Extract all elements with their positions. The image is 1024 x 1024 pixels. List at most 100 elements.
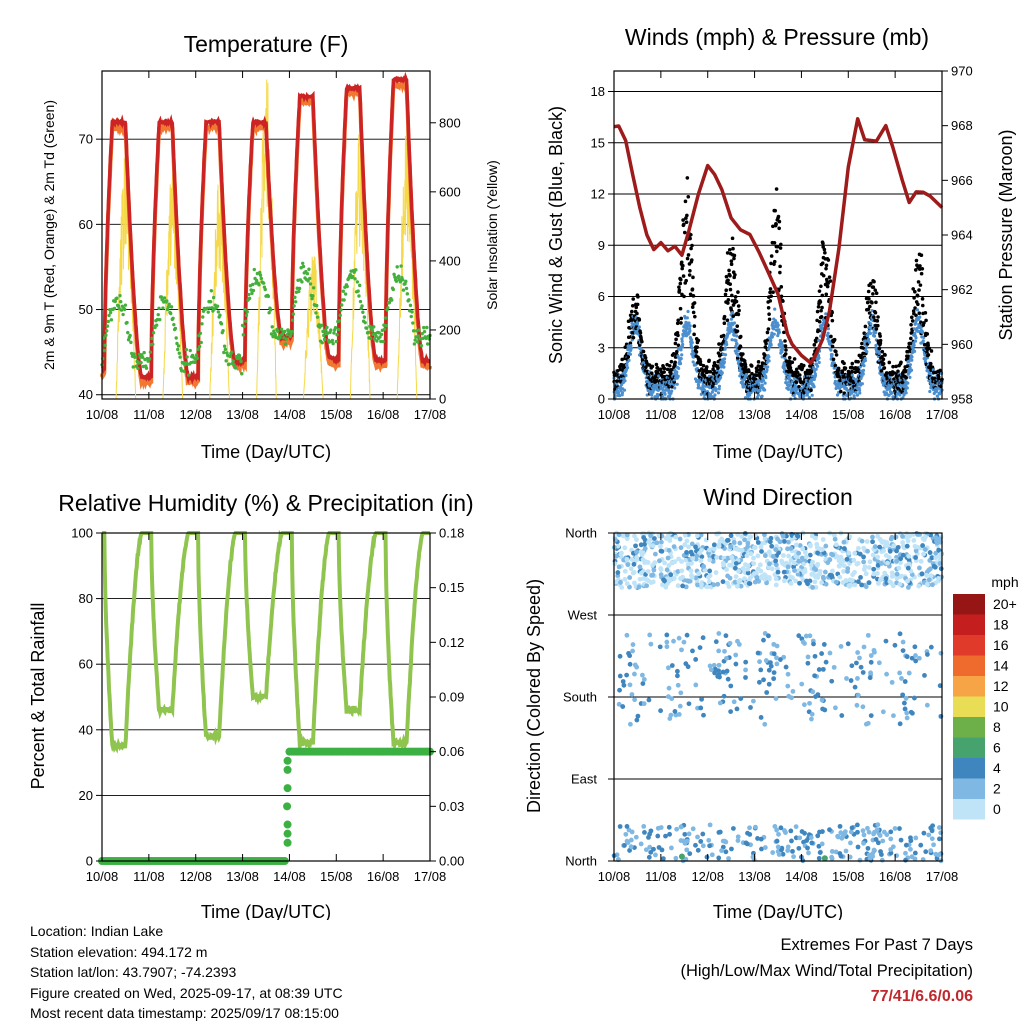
gust-point (817, 319, 822, 324)
direction-point (916, 583, 922, 589)
direction-point (682, 542, 688, 548)
direction-point (672, 708, 678, 714)
direction-point (673, 712, 679, 718)
direction-point (634, 537, 639, 543)
dewpoint-point (417, 328, 421, 332)
direction-point (819, 841, 825, 847)
dewpoint-point (113, 299, 117, 304)
direction-point (805, 581, 810, 587)
sonic-wind-point (769, 338, 773, 343)
sonic-wind-point (744, 372, 748, 377)
dewpoint-point (254, 278, 259, 283)
direction-point (807, 700, 812, 706)
direction-point (752, 545, 757, 550)
dewpoint-point (184, 347, 189, 352)
sonic-wind-point (824, 312, 828, 316)
direction-point (871, 571, 877, 577)
gust-point (724, 274, 729, 279)
direction-point (668, 712, 674, 718)
sonic-wind-point (720, 371, 724, 375)
direction-point (642, 546, 648, 551)
direction-point (777, 657, 783, 662)
direction-point (704, 584, 710, 590)
direction-point (913, 555, 919, 560)
dewpoint-point (165, 307, 170, 312)
direction-point (870, 539, 875, 545)
direction-point (767, 539, 773, 545)
gust-point (768, 299, 773, 303)
sonic-wind-point (689, 338, 694, 342)
dewpoint-point (252, 267, 256, 272)
direction-point (905, 538, 911, 544)
direction-point (897, 670, 903, 676)
direction-point (740, 566, 746, 571)
sonic-wind-point (781, 346, 785, 350)
gust-point (712, 361, 717, 365)
sonic-wind-point (935, 386, 940, 391)
direction-point (806, 850, 811, 856)
winds-xlabel: Time (Day/UTC) (713, 442, 843, 462)
direction-point (728, 683, 734, 689)
direction-point (866, 580, 872, 586)
dewpoint-point (329, 328, 333, 332)
dewpoint-point (284, 337, 289, 341)
winds-right-ytick-label: 966 (951, 173, 973, 188)
gust-point (634, 305, 639, 310)
direction-point (755, 553, 761, 559)
direction-point (638, 570, 644, 576)
sonic-wind-point (913, 331, 917, 335)
winds-left-ytick-label: 15 (591, 135, 605, 150)
dewpoint-point (386, 306, 390, 310)
gust-point (779, 294, 784, 299)
gust-point (896, 369, 900, 374)
direction-point (913, 658, 919, 664)
humidity-xtick-label: 15/08 (320, 869, 353, 884)
direction-point (766, 633, 771, 639)
dewpoint-point (109, 318, 114, 322)
direction-xtick-label: 13/08 (738, 869, 771, 884)
direction-point (785, 564, 791, 570)
direction-point (901, 700, 907, 706)
gust-point (809, 388, 813, 393)
direction-point (823, 581, 829, 587)
sonic-wind-point (729, 326, 733, 330)
winds-ylabel-left: Sonic Wind & Gust (Blue, Black) (546, 106, 566, 364)
direction-point (622, 545, 628, 551)
dewpoint-point (343, 292, 348, 296)
legend-label: 10 (993, 699, 1009, 715)
direction-point (894, 558, 899, 564)
gust-point (816, 305, 821, 309)
winds-left-ytick-label: 0 (598, 392, 605, 407)
direction-point (650, 572, 656, 578)
direction-point (617, 687, 622, 693)
direction-point (658, 539, 664, 545)
rainfall-point (283, 802, 292, 811)
gust-point (840, 369, 845, 373)
humidity-xtick-label: 11/08 (133, 869, 165, 884)
direction-point (678, 576, 683, 581)
sonic-wind-point (719, 375, 723, 380)
dewpoint-point (341, 289, 346, 293)
direction-point (660, 856, 666, 862)
dewpoint-point (106, 319, 110, 324)
direction-point (736, 579, 742, 584)
sonic-wind-point (859, 377, 863, 381)
direction-point (801, 839, 806, 845)
direction-point (638, 841, 644, 847)
dewpoint-point (333, 325, 338, 330)
direction-point (663, 833, 668, 839)
sonic-wind-point (861, 372, 865, 376)
dewpoint-point (251, 288, 256, 293)
gust-point (874, 327, 879, 331)
direction-point (726, 856, 731, 861)
dewpoint-point (336, 327, 341, 332)
gust-point (698, 359, 703, 364)
direction-point (823, 543, 829, 549)
direction-point (658, 543, 663, 549)
sonic-wind-point (817, 356, 821, 360)
direction-point (808, 543, 813, 549)
direction-point (816, 667, 822, 672)
direction-point (776, 550, 781, 556)
direction-point (888, 829, 894, 835)
gust-point (769, 294, 774, 298)
